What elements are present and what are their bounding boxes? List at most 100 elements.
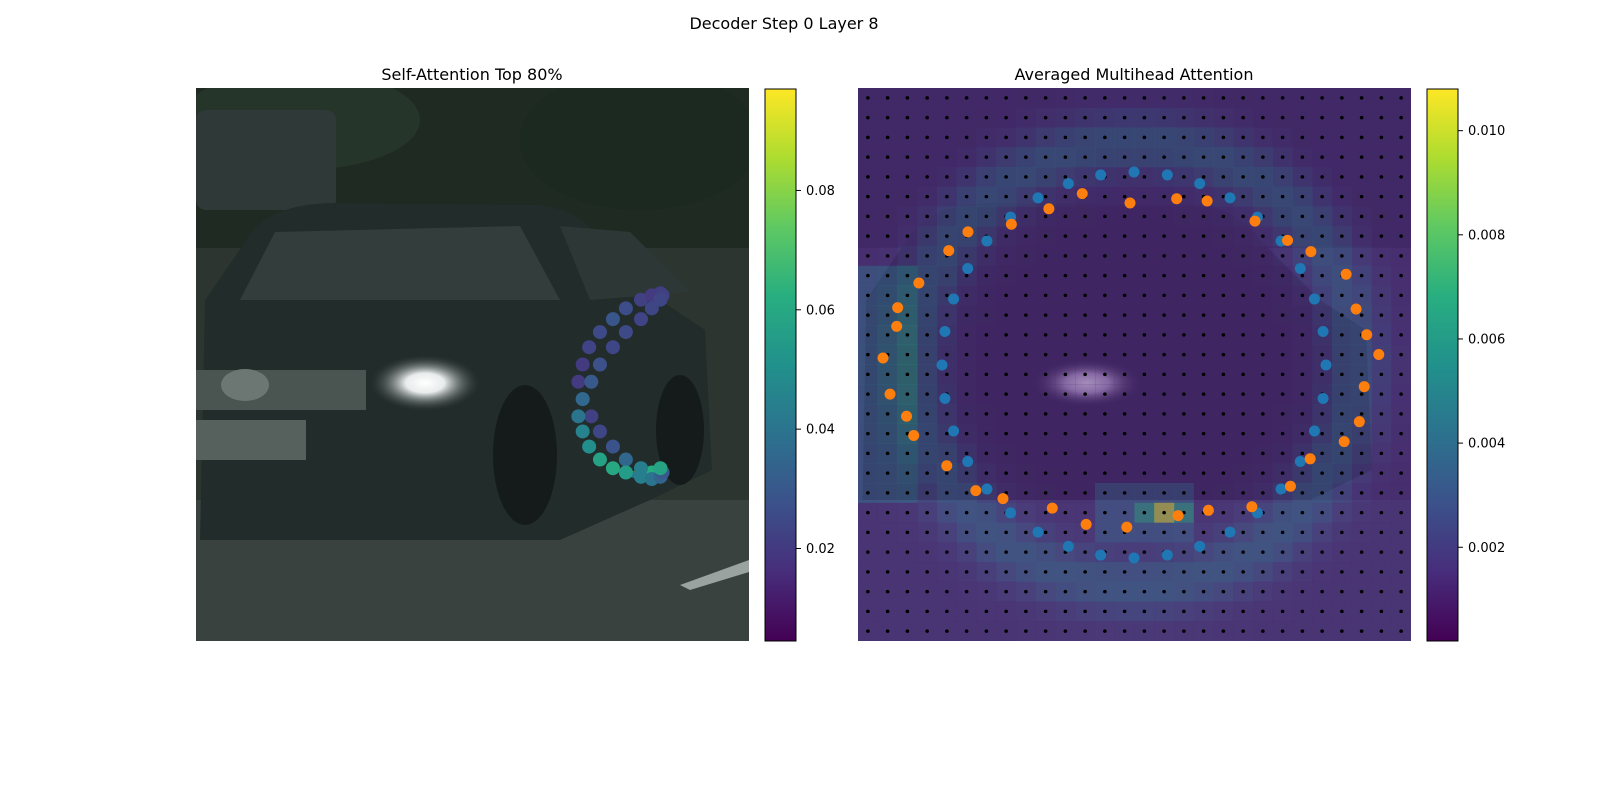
grid-dot (1083, 115, 1087, 120)
grid-dot (1379, 451, 1384, 456)
grid-dot (866, 214, 870, 219)
grid-dot (1122, 234, 1127, 238)
sampling-point (877, 352, 889, 364)
grid-dot (1024, 392, 1028, 396)
sampling-point (1246, 501, 1258, 513)
grid-dot (1162, 570, 1166, 574)
grid-dot (1280, 629, 1285, 633)
grid-dot (885, 530, 890, 535)
grid-dot (1043, 273, 1048, 278)
grid-dot (1162, 589, 1166, 594)
grid-dot (1142, 135, 1147, 140)
grid-dot (1300, 530, 1305, 535)
reference-point (1032, 526, 1044, 538)
grid-dot (1043, 293, 1048, 298)
grid-dot (964, 510, 969, 515)
grid-dot (1142, 214, 1147, 219)
grid-dot (866, 372, 870, 377)
grid-dot (1340, 175, 1344, 179)
grid-dot (1083, 175, 1087, 179)
grid-dot (1280, 352, 1285, 357)
grid-dot (1083, 155, 1087, 159)
grid-dot (1221, 214, 1226, 219)
grid-dot (1043, 510, 1048, 515)
grid-dot (1063, 471, 1068, 475)
grid-dot (1182, 550, 1186, 554)
grid-dot (964, 589, 969, 594)
grid-dot (1122, 352, 1127, 357)
grid-dot (1024, 273, 1028, 278)
grid-dot (1221, 155, 1226, 159)
grid-dot (925, 175, 929, 179)
grid-dot (1182, 629, 1186, 633)
grid-dot (866, 570, 870, 574)
sampling-point (1202, 504, 1214, 516)
grid-dot (1004, 254, 1008, 258)
grid-dot (984, 412, 989, 416)
grid-dot (1122, 313, 1127, 317)
sampling-point (892, 302, 904, 314)
grid-dot (1201, 352, 1206, 357)
grid-dot (1103, 392, 1107, 396)
grid-dot (964, 135, 969, 140)
sampling-point (1373, 348, 1385, 360)
grid-dot (945, 175, 949, 179)
grid-dot (1043, 372, 1048, 377)
grid-dot (1241, 510, 1245, 515)
grid-dot (1340, 313, 1344, 317)
grid-dot (1201, 609, 1206, 614)
grid-dot (1043, 451, 1048, 456)
grid-dot (1201, 550, 1206, 554)
self-attention-point (618, 325, 633, 340)
grid-dot (945, 491, 949, 495)
grid-dot (1142, 254, 1147, 258)
grid-dot (1399, 392, 1403, 396)
sampling-point (1340, 268, 1352, 280)
grid-dot (1280, 293, 1285, 298)
grid-dot (1379, 471, 1384, 475)
grid-dot (1399, 471, 1403, 475)
grid-dot (1340, 471, 1344, 475)
grid-dot (1241, 609, 1245, 614)
grid-dot (1379, 313, 1384, 317)
grid-dot (1221, 352, 1226, 357)
grid-dot (1083, 491, 1087, 495)
grid-dot (1122, 491, 1127, 495)
grid-dot (905, 135, 910, 140)
grid-dot (984, 629, 989, 633)
grid-dot (984, 431, 989, 436)
grid-dot (1379, 431, 1384, 436)
grid-dot (1379, 194, 1384, 199)
grid-dot (1241, 135, 1245, 140)
grid-dot (1379, 135, 1384, 140)
grid-dot (1320, 372, 1324, 377)
self-attention-point (605, 340, 620, 355)
grid-dot (1162, 451, 1166, 456)
grid-dot (1320, 609, 1324, 614)
grid-dot (964, 352, 969, 357)
grid-dot (1340, 333, 1344, 337)
grid-dot (1004, 412, 1008, 416)
grid-dot (964, 629, 969, 633)
grid-dot (905, 570, 910, 574)
grid-dot (984, 589, 989, 594)
grid-dot (1024, 471, 1028, 475)
sampling-point (1305, 246, 1317, 258)
grid-dot (1241, 333, 1245, 337)
grid-dot (1379, 392, 1384, 396)
grid-dot (1083, 333, 1087, 337)
grid-dot (984, 333, 989, 337)
grid-dot (1063, 234, 1068, 238)
grid-dot (1142, 609, 1147, 614)
grid-dot (1142, 412, 1147, 416)
grid-dot (1182, 412, 1186, 416)
grid-dot (866, 609, 870, 614)
grid-dot (945, 451, 949, 456)
grid-dot (1399, 273, 1403, 278)
grid-dot (1399, 175, 1403, 179)
reference-point (981, 483, 993, 495)
grid-dot (1201, 491, 1206, 495)
grid-dot (1004, 135, 1008, 140)
grid-dot (1103, 273, 1107, 278)
grid-dot (1340, 491, 1344, 495)
